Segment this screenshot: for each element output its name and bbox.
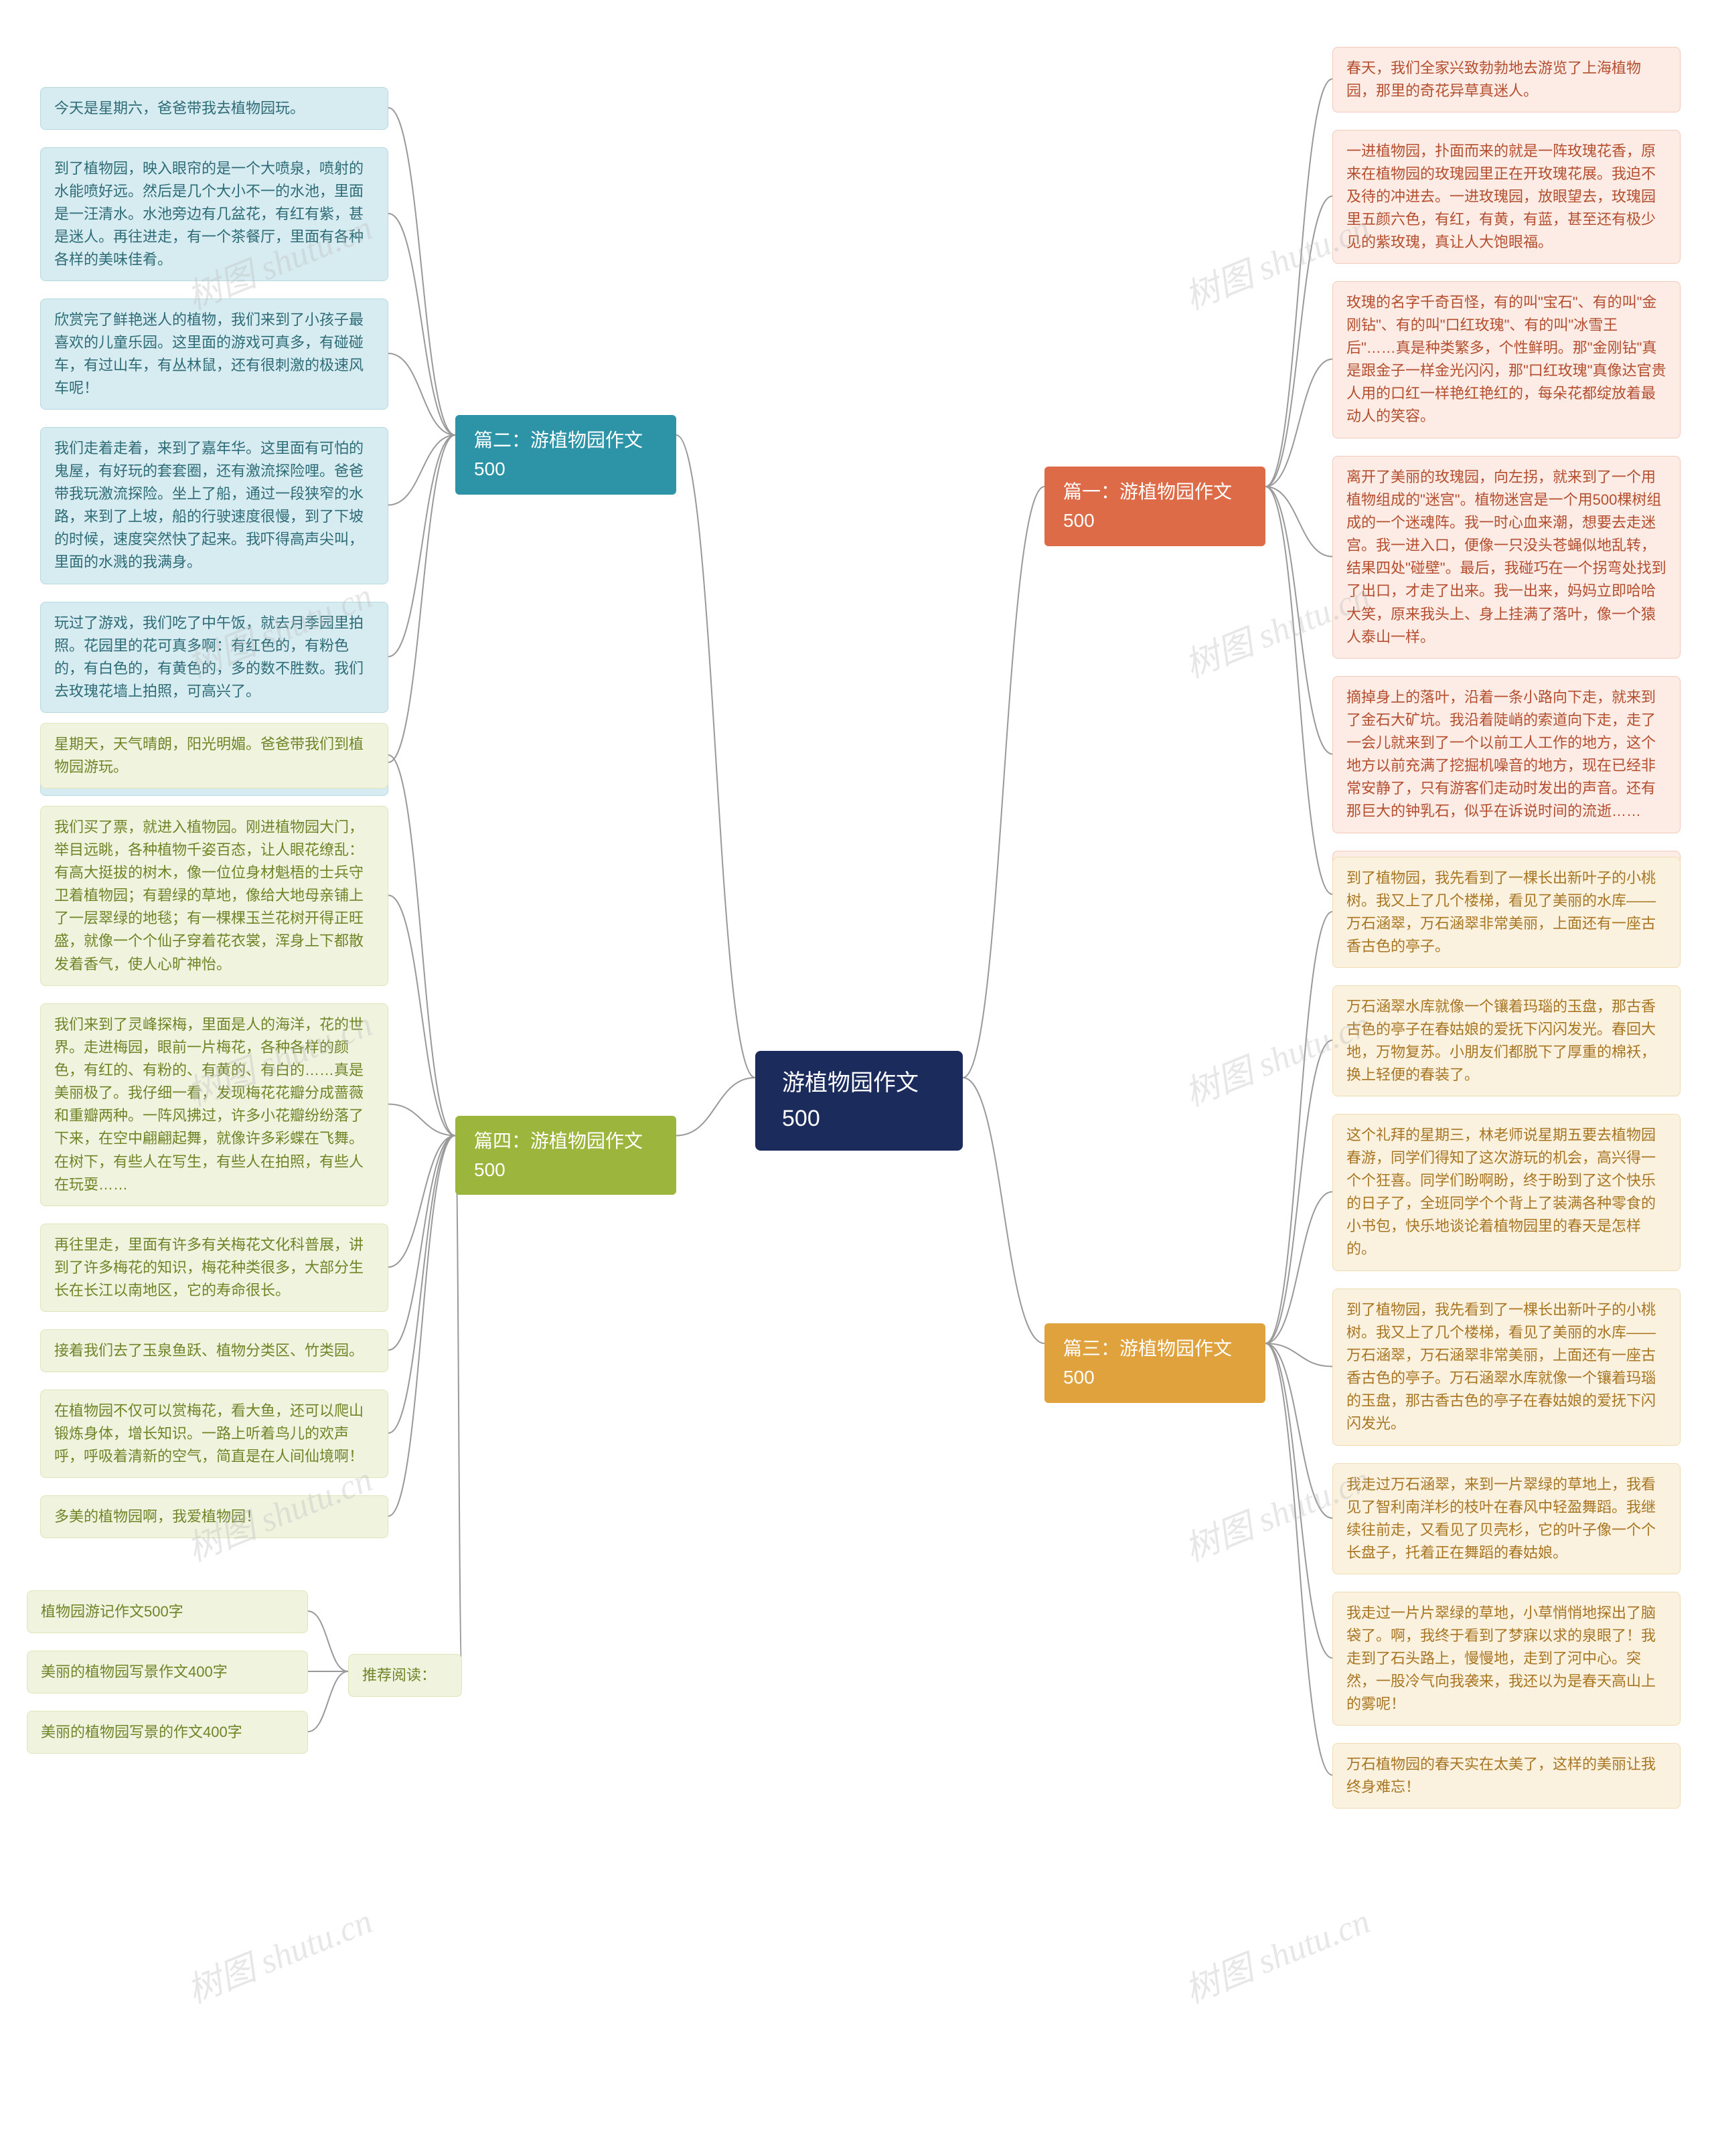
mindmap-node: 美丽的植物园写景的作文400字 [27, 1711, 308, 1754]
mindmap-node: 星期天，天气晴朗，阳光明媚。爸爸带我们到植物园游玩。 [40, 723, 388, 789]
mindmap-node: 植物园游记作文500字 [27, 1590, 308, 1633]
mindmap-node: 到了植物园，我先看到了一棵长出新叶子的小桃树。我又上了几个楼梯，看见了美丽的水库… [1332, 1289, 1681, 1446]
mindmap-node: 篇二：游植物园作文500 [455, 415, 676, 495]
mindmap-node: 万石涵翠水库就像一个镶着玛瑙的玉盘，那古香古色的亭子在春姑娘的爱抚下闪闪发光。春… [1332, 985, 1681, 1096]
mindmap-node: 万石植物园的春天实在太美了，这样的美丽让我终身难忘！ [1332, 1743, 1681, 1809]
mindmap-node: 一进植物园，扑面而来的就是一阵玫瑰花香，原来在植物园的玫瑰园里正在开玫瑰花展。我… [1332, 130, 1681, 264]
mindmap-node: 春天，我们全家兴致勃勃地去游览了上海植物园，那里的奇花异草真迷人。 [1332, 47, 1681, 112]
mindmap-node: 到了植物园，我先看到了一棵长出新叶子的小桃树。我又上了几个楼梯，看见了美丽的水库… [1332, 857, 1681, 968]
mindmap-node: 再往里走，里面有许多有关梅花文化科普展，讲到了许多梅花的知识，梅花种类很多，大部… [40, 1224, 388, 1312]
mindmap-node: 美丽的植物园写景作文400字 [27, 1651, 308, 1693]
mindmap-node: 我们来到了灵峰探梅，里面是人的海洋，花的世界。走进梅园，眼前一片梅花，各种各样的… [40, 1003, 388, 1206]
mindmap-node: 我走过万石涵翠，来到一片翠绿的草地上，我看见了智利南洋杉的枝叶在春风中轻盈舞蹈。… [1332, 1463, 1681, 1574]
recommend-label: 推荐阅读： [348, 1654, 462, 1697]
mindmap-node: 这个礼拜的星期三，林老师说星期五要去植物园春游，同学们得知了这次游玩的机会，高兴… [1332, 1114, 1681, 1271]
mindmap-node: 我们买了票，就进入植物园。刚进植物园大门，举目远眺，各种植物千姿百态，让人眼花缭… [40, 806, 388, 986]
mindmap-node: 到了植物园，映入眼帘的是一个大喷泉，喷射的水能喷好远。然后是几个大小不一的水池，… [40, 147, 388, 281]
mindmap-node: 离开了美丽的玫瑰园，向左拐，就来到了一个用植物组成的"迷宫"。植物迷宫是一个用5… [1332, 456, 1681, 659]
mindmap-node: 今天是星期六，爸爸带我去植物园玩。 [40, 87, 388, 130]
mindmap-node: 篇一：游植物园作文500 [1044, 467, 1265, 546]
mindmap-node: 游植物园作文500 [755, 1051, 963, 1151]
mindmap-node: 篇四：游植物园作文500 [455, 1116, 676, 1195]
mindmap-node: 欣赏完了鲜艳迷人的植物，我们来到了小孩子最喜欢的儿童乐园。这里面的游戏可真多，有… [40, 299, 388, 410]
mindmap-node: 我们走着走着，来到了嘉年华。这里面有可怕的鬼屋，有好玩的套套圈，还有激流探险哩。… [40, 427, 388, 584]
mindmap-node: 摘掉身上的落叶，沿着一条小路向下走，就来到了金石大矿坑。我沿着陡峭的索道向下走，… [1332, 676, 1681, 833]
mindmap-node: 在植物园不仅可以赏梅花，看大鱼，还可以爬山锻炼身体，增长知识。一路上听着鸟儿的欢… [40, 1390, 388, 1478]
mindmap-node: 篇三：游植物园作文500 [1044, 1323, 1265, 1403]
mindmap-node: 玫瑰的名字千奇百怪，有的叫"宝石"、有的叫"金刚钻"、有的叫"口红玫瑰"、有的叫… [1332, 281, 1681, 438]
mindmap-node: 玩过了游戏，我们吃了中午饭，就去月季园里拍照。花园里的花可真多啊：有红色的，有粉… [40, 602, 388, 713]
mindmap-node: 接着我们去了玉泉鱼跃、植物分类区、竹类园。 [40, 1329, 388, 1372]
mindmap-node: 我走过一片片翠绿的草地，小草悄悄地探出了脑袋了。啊，我终于看到了梦寐以求的泉眼了… [1332, 1592, 1681, 1726]
mindmap-node: 多美的植物园啊，我爱植物园！ [40, 1495, 388, 1538]
